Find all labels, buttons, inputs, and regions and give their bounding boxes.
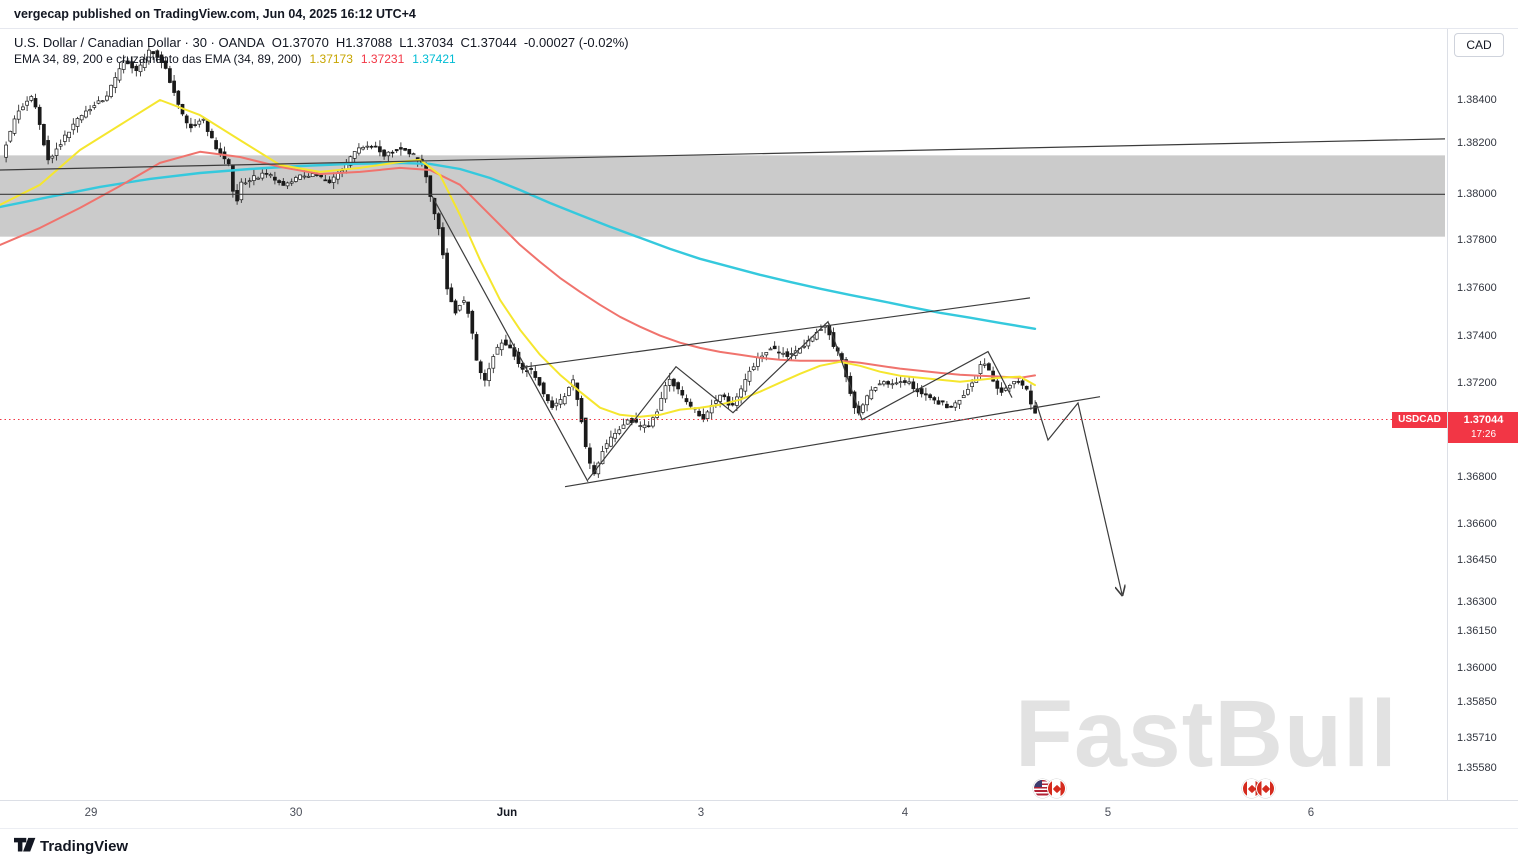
ohlc-o: O1.37070 xyxy=(271,35,329,50)
price-tick-1.37800: 1.37800 xyxy=(1457,234,1497,246)
indicator-header: EMA 34, 89, 200 e cruzamento das EMA (34… xyxy=(14,52,456,66)
price-tick-1.37200: 1.37200 xyxy=(1457,377,1497,389)
time-tick-30: 30 xyxy=(289,807,303,819)
time-tick-4: 4 xyxy=(901,807,909,819)
projection-arrow xyxy=(1035,401,1122,594)
time-axis[interactable]: 29 30 Jun 3 4 5 6 xyxy=(0,800,1518,829)
time-tick-Jun: Jun xyxy=(496,807,518,819)
price-tick-1.35580: 1.35580 xyxy=(1457,762,1497,774)
bar-countdown: 17:26 xyxy=(1470,429,1497,440)
ema-value-0: 1.37173 xyxy=(309,52,353,66)
time-tick-3: 3 xyxy=(697,807,705,819)
last-price-symbol-label: USDCAD xyxy=(1392,412,1447,428)
ema-value-2: 1.37421 xyxy=(412,52,456,66)
chart-pane[interactable]: FastBull U.S. Dollar / Canadian Dollar ·… xyxy=(0,0,1447,800)
price-tick-1.36450: 1.36450 xyxy=(1457,554,1497,566)
price-tick-1.36000: 1.36000 xyxy=(1457,662,1497,674)
time-tick-29: 29 xyxy=(84,807,98,819)
tradingview-logo-icon[interactable] xyxy=(14,837,36,853)
price-tick-1.37400: 1.37400 xyxy=(1457,330,1497,342)
consolidation-zone xyxy=(0,155,1445,237)
publisher-bar: vergecap published on TradingView.com, J… xyxy=(0,0,1518,29)
event-flag-ca-icon[interactable] xyxy=(1256,779,1275,798)
price-tick-1.36800: 1.36800 xyxy=(1457,471,1497,483)
price-tick-1.35850: 1.35850 xyxy=(1457,696,1497,708)
indicator-values: 1.37173 1.37231 1.37421 xyxy=(302,52,456,66)
indicator-title[interactable]: EMA 34, 89, 200 e cruzamento das EMA (34… xyxy=(14,52,302,66)
ema-34-line xyxy=(0,99,1036,418)
ema-value-1: 1.37231 xyxy=(360,52,405,66)
price-tick-1.38000: 1.38000 xyxy=(1457,188,1497,200)
ohlc-c: C1.37044 xyxy=(460,35,517,50)
resistance-line xyxy=(0,138,1446,171)
zigzag-wave xyxy=(587,320,1013,480)
price-tick-1.36300: 1.36300 xyxy=(1457,596,1497,608)
footer-bar: TradingView xyxy=(0,828,1518,864)
descending-impulse-line xyxy=(431,195,589,482)
ohlc-l: L1.37034 xyxy=(399,35,454,50)
price-axis[interactable]: CAD 1.38400 1.38200 1.38000 1.37800 1.37600 1… xyxy=(1447,28,1518,800)
last-price-value: 1.37044 xyxy=(1463,414,1504,426)
price-tick-1.37600: 1.37600 xyxy=(1457,282,1497,294)
candlestick-chart[interactable] xyxy=(0,0,1447,800)
price-tick-1.35710: 1.35710 xyxy=(1457,732,1497,744)
upper-channel-trendline xyxy=(519,297,1031,369)
publisher-text: vergecap published on TradingView.com, J… xyxy=(14,7,416,21)
lower-channel-trendline xyxy=(564,396,1101,488)
change-value: -0.00027 (-0.02%) xyxy=(523,35,629,50)
currency-unit-button[interactable]: CAD xyxy=(1454,33,1504,57)
ohlc-h: H1.37088 xyxy=(335,35,393,50)
ohlc-values: O1.37070 H1.37088 L1.37034 C1.37044 xyxy=(265,35,517,50)
time-tick-6: 6 xyxy=(1307,807,1315,819)
price-tick-1.36600: 1.36600 xyxy=(1457,518,1497,530)
last-price-badge: 1.37044 17:26 xyxy=(1448,412,1518,443)
symbol-title[interactable]: U.S. Dollar / Canadian Dollar · 30 · OAN… xyxy=(14,35,265,50)
price-tick-1.38400: 1.38400 xyxy=(1457,94,1497,106)
price-tick-1.38200: 1.38200 xyxy=(1457,137,1497,149)
ema-200-line xyxy=(0,161,1037,330)
time-tick-5: 5 xyxy=(1104,807,1112,819)
price-tick-1.36150: 1.36150 xyxy=(1457,625,1497,637)
symbol-header: U.S. Dollar / Canadian Dollar · 30 · OAN… xyxy=(14,35,629,50)
event-flag-ca-icon[interactable] xyxy=(1047,779,1066,798)
tradingview-brand-text[interactable]: TradingView xyxy=(40,838,129,855)
ema-89-line xyxy=(0,150,1036,379)
